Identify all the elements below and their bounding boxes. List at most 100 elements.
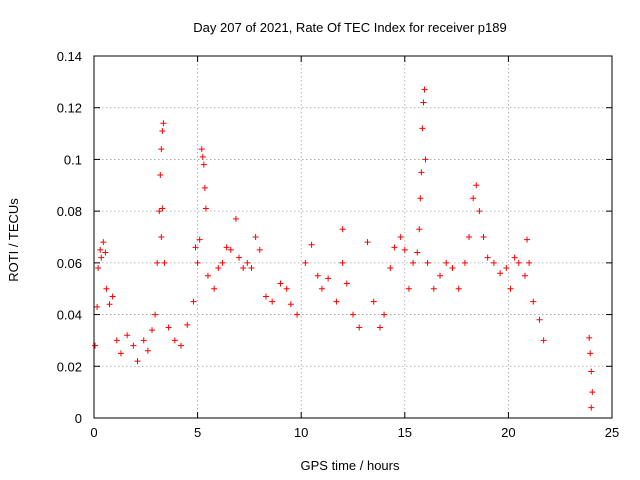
data-point: [308, 241, 315, 248]
data-point: [470, 195, 477, 202]
data-point: [466, 234, 473, 240]
data-point: [314, 272, 321, 279]
data-point: [484, 254, 491, 261]
x-tick-label: 0: [90, 425, 97, 440]
data-point: [100, 239, 107, 246]
data-point: [219, 259, 226, 266]
data-point: [586, 334, 593, 341]
data-point: [455, 285, 462, 292]
data-point: [503, 265, 510, 272]
data-point: [530, 298, 537, 305]
data-point: [184, 321, 191, 328]
plot-frame: [93, 55, 613, 419]
data-point: [405, 285, 412, 292]
data-point: [157, 171, 164, 178]
data-point: [422, 156, 429, 163]
data-point: [159, 205, 166, 212]
data-point: [109, 293, 116, 300]
data-point: [198, 146, 205, 153]
data-point: [158, 234, 165, 240]
data-point: [364, 239, 371, 246]
data-point: [437, 272, 444, 279]
data-point: [103, 285, 110, 292]
data-point: [588, 404, 595, 411]
data-point: [476, 208, 483, 215]
data-point: [98, 254, 105, 261]
data-point: [192, 244, 199, 251]
data-point: [480, 234, 487, 240]
chart-title: Day 207 of 2021, Rate Of TEC Index for r…: [193, 20, 506, 35]
data-point: [236, 254, 243, 261]
data-point: [262, 293, 269, 300]
data-point: [343, 280, 350, 287]
data-point: [283, 285, 290, 292]
x-tick-labels: 0 5 10 15 20 25: [90, 425, 619, 440]
data-point: [410, 259, 417, 266]
data-point: [130, 342, 137, 349]
y-tick-label: 0.1: [64, 152, 82, 167]
axis-ticks: [93, 55, 613, 419]
y-tick-label: 0: [75, 411, 82, 426]
data-point: [325, 275, 332, 282]
data-point: [277, 280, 284, 287]
y-tick-label: 0.06: [57, 256, 82, 271]
data-point: [199, 153, 206, 160]
data-point: [370, 298, 377, 305]
data-point: [244, 259, 251, 266]
data-point: [497, 270, 504, 277]
x-tick-label: 25: [605, 425, 619, 440]
data-point: [256, 246, 263, 253]
data-point: [356, 324, 363, 331]
data-point: [200, 161, 207, 168]
data-point: [419, 125, 426, 132]
data-point: [134, 358, 141, 365]
x-tick-label: 10: [294, 425, 308, 440]
data-point: [461, 259, 468, 266]
data-point: [194, 259, 201, 266]
x-tick-label: 5: [194, 425, 201, 440]
data-point: [161, 259, 168, 266]
y-tick-label: 0.04: [57, 308, 82, 323]
data-point: [240, 265, 247, 272]
data-point: [507, 285, 514, 292]
data-point: [149, 327, 156, 334]
y-tick-labels: 0 0.02 0.04 0.06 0.08 0.1 0.12 0.14: [57, 49, 82, 426]
data-point: [333, 298, 340, 305]
data-point: [515, 259, 522, 266]
data-point: [350, 311, 356, 318]
data-point: [159, 127, 166, 134]
data-point: [202, 205, 209, 212]
data-point: [421, 86, 428, 93]
data-point: [511, 254, 518, 261]
y-tick-label: 0.02: [57, 359, 82, 374]
data-point: [196, 236, 203, 243]
y-axis-label: ROTI / TECUs: [6, 198, 21, 282]
data-point: [227, 246, 234, 253]
data-point: [117, 350, 124, 357]
data-point: [158, 146, 165, 153]
x-tick-label: 15: [398, 425, 412, 440]
data-point: [201, 184, 208, 191]
data-point: [490, 259, 497, 266]
data-point: [160, 120, 167, 127]
data-point: [215, 265, 222, 272]
data-point: [521, 272, 528, 279]
data-point: [589, 389, 596, 396]
data-point: [420, 99, 427, 106]
data-point: [376, 324, 383, 331]
data-point: [449, 265, 456, 272]
y-tick-label: 0.12: [57, 101, 82, 116]
data-point: [424, 259, 431, 266]
y-tick-label: 0.14: [57, 49, 82, 64]
x-tick-label: 20: [501, 425, 515, 440]
data-point: [417, 195, 424, 202]
data-point: [232, 215, 239, 222]
data-point: [387, 265, 394, 272]
data-point: [152, 311, 159, 318]
data-point: [204, 272, 211, 279]
grid-lines: [94, 56, 612, 418]
data-point: [190, 298, 197, 305]
data-point: [95, 265, 102, 272]
data-point: [318, 285, 325, 292]
